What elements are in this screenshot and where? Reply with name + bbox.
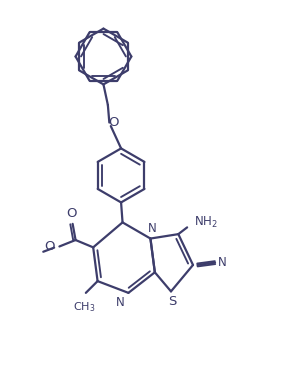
Text: S: S — [168, 295, 177, 308]
Text: N: N — [217, 256, 226, 269]
Text: N: N — [116, 296, 125, 309]
Text: O: O — [66, 207, 76, 220]
Text: CH$_3$: CH$_3$ — [73, 300, 96, 314]
Text: NH$_2$: NH$_2$ — [194, 215, 218, 230]
Text: N: N — [148, 222, 156, 235]
Text: O: O — [45, 240, 55, 253]
Text: O: O — [109, 116, 119, 129]
